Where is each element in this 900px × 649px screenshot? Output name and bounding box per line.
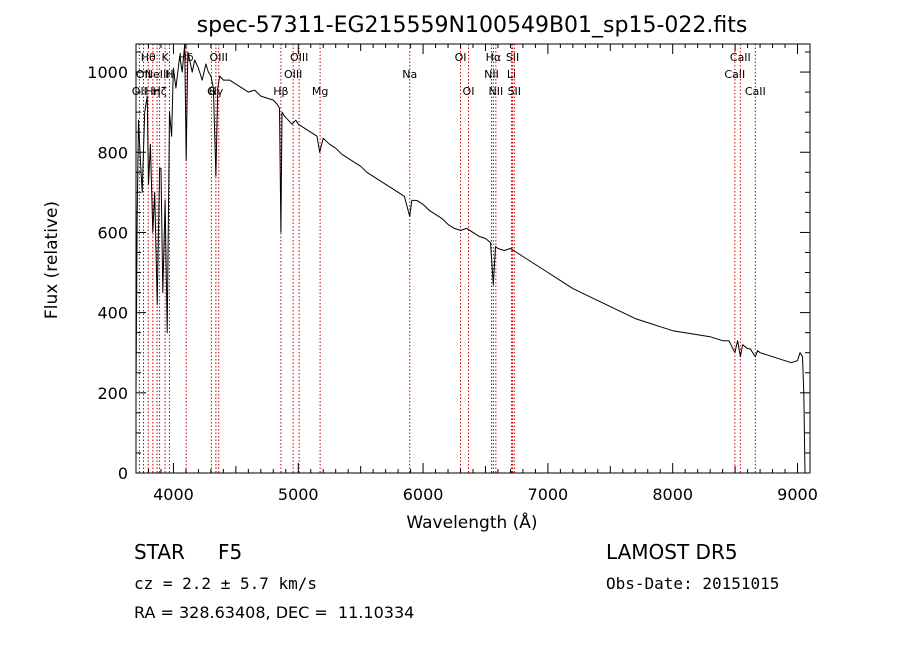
line-marker-label: Hβ: [273, 85, 288, 98]
line-marker-label: Hα: [486, 51, 502, 64]
x-axis-label: Wavelength (Å): [406, 511, 537, 533]
line-marker-label: G: [207, 85, 216, 98]
x-axis: 4000 5000 6000 7000 8000 9000: [135, 44, 818, 504]
line-marker-label: CaII: [745, 85, 766, 98]
line-marker-label: Li: [507, 68, 516, 81]
line-marker-label: CaII: [724, 68, 745, 81]
x-tick-label: 5000: [278, 485, 319, 504]
line-marker-label: CaII: [730, 51, 751, 64]
series-group: [135, 43, 806, 474]
x-tick-label: 8000: [652, 485, 693, 504]
spectrum-line: [135, 43, 806, 474]
line-marker-label: K: [161, 51, 169, 64]
line-marker-label: OIII: [284, 68, 302, 81]
x-tick-label: 6000: [403, 485, 444, 504]
y-axis-label: Flux (relative): [42, 201, 62, 319]
radec-text: RA = 328.63408, DEC = 11.10334: [134, 603, 415, 622]
line-marker-label: H: [165, 68, 173, 81]
redshift-text: cz = 2.2 ± 5.7 km/s: [134, 574, 318, 593]
survey-label: LAMOST DR5: [606, 540, 738, 564]
line-marker-label: Na: [402, 68, 417, 81]
line-marker-label: SII: [508, 85, 521, 98]
line-marker-label: SII: [506, 51, 519, 64]
x-tick-label: 4000: [153, 485, 194, 504]
y-tick-label: 0: [118, 464, 128, 483]
y-tick-label: 400: [97, 304, 128, 323]
line-marker-label: NII: [484, 68, 499, 81]
y-tick-label: 600: [97, 223, 128, 242]
line-marker-label: OIII: [290, 51, 308, 64]
line-marker-label: Hγ: [208, 85, 223, 98]
obs-date-text: Obs-Date: 20151015: [606, 574, 780, 593]
line-marker-label: Hη: [145, 85, 160, 98]
chart-title: spec-57311-EG215559N100549B01_sp15-022.f…: [197, 13, 748, 38]
class-label: STAR: [134, 540, 185, 564]
line-marker-label: OI: [455, 51, 467, 64]
y-axis: 0 200 400 600 800 1000: [87, 51, 810, 483]
line-marker-label: NeIII: [145, 68, 170, 81]
x-tick-label: 7000: [528, 485, 569, 504]
plot-frame: [135, 43, 811, 474]
x-tick-label: 9000: [777, 485, 818, 504]
line-marker-label: OII: [136, 68, 151, 81]
y-tick-label: 200: [97, 384, 128, 403]
line-marker-label: Hζ: [152, 85, 166, 98]
line-marker-label: NII: [488, 85, 503, 98]
line-markers-group: OIIOIIHθHηNeIIIHζKHHδGHγOIIIHβOIIIOIIIMg…: [132, 44, 766, 473]
subclass-label: F5: [218, 540, 243, 564]
line-marker-label: Mg: [312, 85, 328, 98]
line-marker-label: OIII: [210, 51, 228, 64]
line-marker-label: Hθ: [141, 51, 156, 64]
y-tick-label: 800: [97, 143, 128, 162]
line-marker-label: OI: [463, 85, 475, 98]
y-tick-label: 1000: [87, 63, 128, 82]
